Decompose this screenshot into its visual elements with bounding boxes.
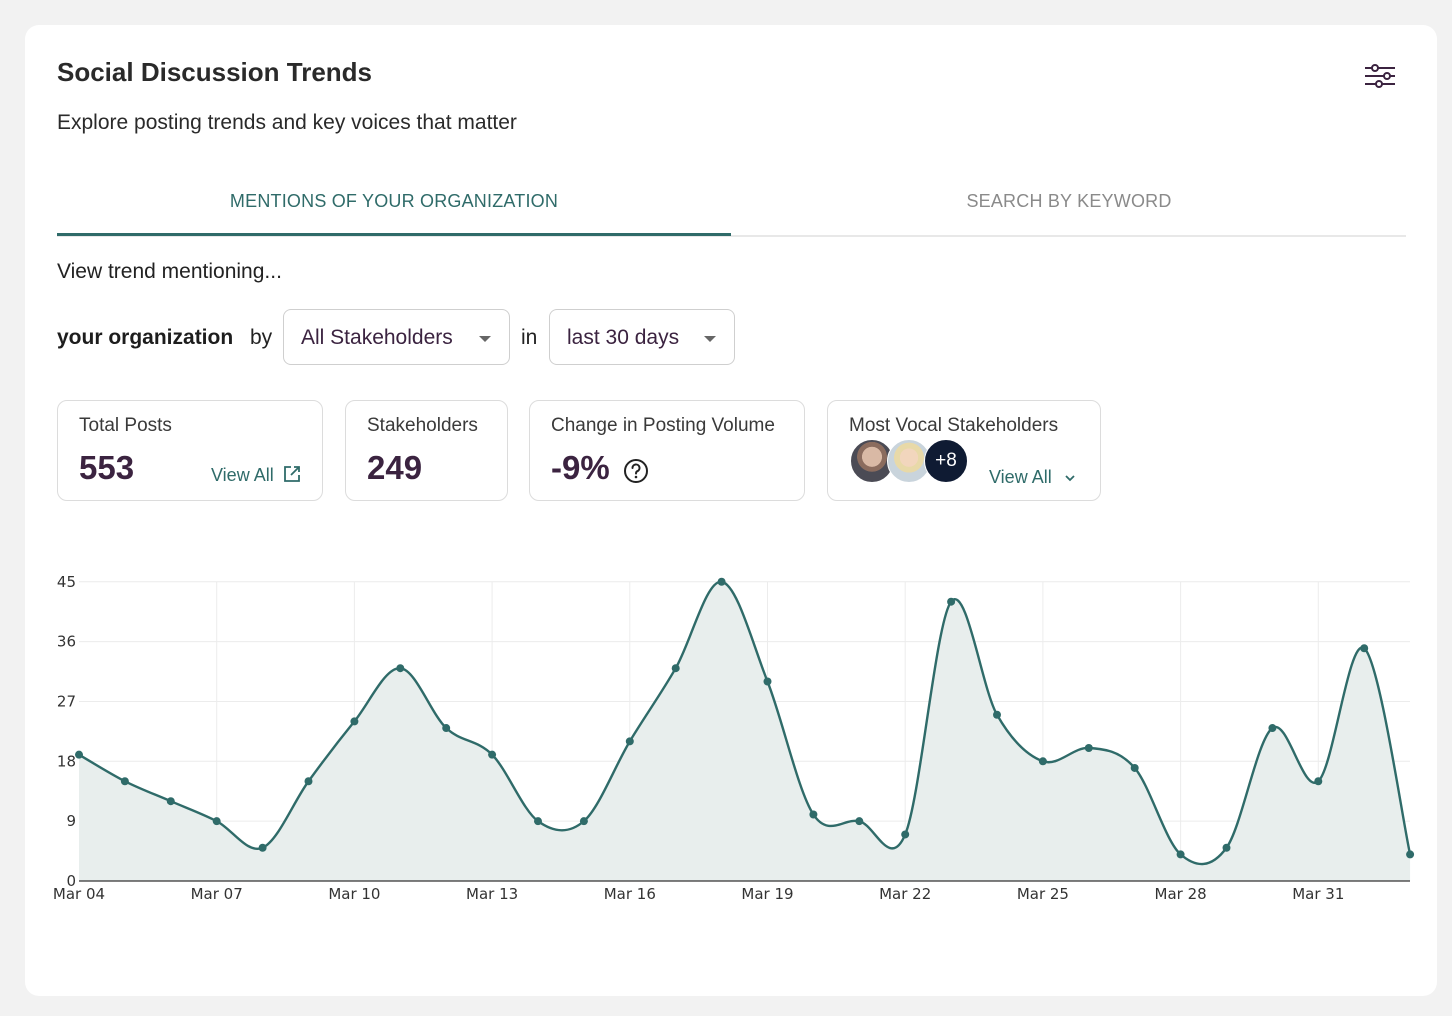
data-point [1038,757,1047,766]
data-point [717,577,726,586]
data-point [396,664,405,673]
caret-down-icon [704,336,716,342]
data-point [1130,763,1139,772]
data-point [763,677,772,686]
data-point [350,717,359,726]
view-all-stakeholders-link[interactable]: View All [989,467,1077,488]
x-tick-label: Mar 19 [741,885,793,903]
tab-mentions[interactable]: MENTIONS OF YOUR ORGANIZATION [57,185,731,236]
data-point [579,817,588,826]
caret-down-icon [479,336,491,342]
stakeholder-select-value: All Stakeholders [301,326,453,349]
x-tick-label: Mar 13 [466,885,518,903]
x-tick-label: Mar 10 [328,885,380,903]
page-subtitle: Explore posting trends and key voices th… [57,111,517,134]
data-point [901,830,910,839]
tab-search-keyword[interactable]: SEARCH BY KEYWORD [966,191,1172,211]
subject-label: your organization [57,326,234,349]
data-point [1406,850,1415,859]
data-point [947,597,956,606]
total-posts-value: 553 [79,449,135,486]
sliders-icon [1365,64,1395,88]
data-point [809,810,818,819]
data-point [1314,777,1323,786]
data-point [855,817,864,826]
trend-prompt: View trend mentioning... [57,260,282,283]
vocal-stakeholders-card: Most Vocal Stakeholders +8 View All [827,400,1101,501]
posting-change-label: Change in Posting Volume [551,415,775,436]
view-all-stakeholders-label: View All [989,467,1052,487]
data-point [1222,843,1231,852]
stakeholder-select[interactable]: All Stakeholders [283,309,510,365]
avatar[interactable] [850,439,894,483]
period-select[interactable]: last 30 days [549,309,735,365]
stakeholders-card: Stakeholders 249 [345,400,508,501]
posting-change-card: Change in Posting Volume -9% [529,400,805,501]
in-label: in [521,326,538,349]
x-tick-label: Mar 31 [1292,885,1344,903]
data-point [120,777,129,786]
x-tick-label: Mar 22 [879,885,931,903]
data-point [212,817,221,826]
x-tick-label: Mar 07 [191,885,243,903]
series-area [79,581,1411,881]
period-select-value: last 30 days [567,326,680,349]
data-point [304,777,313,786]
stakeholders-label: Stakeholders [367,415,478,436]
y-tick-label: 18 [57,752,76,770]
data-point [993,710,1001,719]
by-label: by [250,326,273,349]
data-point [1268,724,1277,733]
data-point [75,750,83,759]
y-tick-label: 9 [66,812,76,830]
total-posts-label: Total Posts [79,415,172,436]
x-tick-label: Mar 16 [604,885,656,903]
filter-settings-button[interactable] [1363,63,1401,93]
x-tick-label: Mar 28 [1155,885,1207,903]
view-all-posts-label: View All [211,465,274,485]
posts-trend-chart: 0 9 18 27 36 45 Mar 04 Mar 07 Mar 10 Mar 13 Mar 16… [53,573,1415,903]
data-point [1360,644,1369,653]
chevron-down-icon [1065,475,1075,482]
data-point [166,797,175,806]
y-tick-label: 36 [57,633,76,651]
view-all-posts-link[interactable]: View All [211,465,301,486]
y-tick-label: 0 [66,872,76,890]
posting-change-value: -9% [551,449,610,486]
stakeholders-value: 249 [367,449,423,486]
x-tick-label: Mar 25 [1017,885,1069,903]
total-posts-card: Total Posts 553 View All [57,400,323,501]
tab-bar: MENTIONS OF YOUR ORGANIZATION SEARCH BY … [57,185,1406,237]
y-tick-label: 45 [57,573,76,591]
data-point [442,724,451,733]
data-point [671,664,680,673]
data-point [1176,850,1185,859]
external-link-icon [283,466,300,482]
more-stakeholders-badge[interactable]: +8 [924,439,968,483]
help-icon[interactable] [623,458,649,484]
x-tick-label: Mar 04 [53,885,105,903]
avatar[interactable] [887,439,931,483]
vocal-stakeholders-label: Most Vocal Stakeholders [849,415,1059,436]
data-point [625,737,634,746]
data-point [488,750,497,759]
data-point [534,817,542,826]
data-point [1084,744,1093,752]
y-tick-label: 27 [57,692,76,710]
social-trends-card: Social Discussion Trends Explore posting… [25,25,1437,996]
avatar-stack: +8 [850,439,970,483]
page-title: Social Discussion Trends [57,57,372,87]
data-point [258,843,267,852]
